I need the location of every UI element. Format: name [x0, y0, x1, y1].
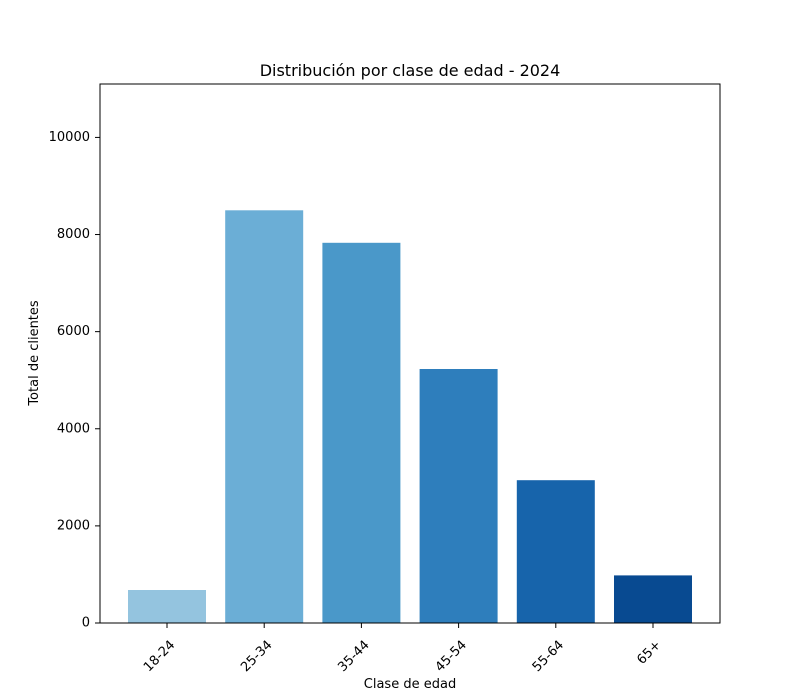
y-axis: 0 2000 4000 6000 8000 10000 [49, 130, 100, 631]
plot-frame [99, 83, 721, 624]
bar-25-34 [225, 210, 304, 624]
bar-18-24 [128, 590, 206, 623]
y-tick-label: 6000 [57, 324, 90, 339]
y-tick-label: 0 [82, 616, 90, 631]
y-tick-label: 4000 [57, 421, 90, 436]
y-tick-label: 8000 [57, 227, 90, 242]
bars-group [128, 210, 692, 624]
x-tick-label: 35-44 [335, 638, 372, 675]
bar-45-54 [419, 369, 498, 623]
bar-35-44 [322, 242, 401, 624]
y-tick-label: 2000 [57, 518, 90, 533]
x-axis: 18-24 25-34 35-44 45-54 55-64 65+ [141, 623, 664, 675]
x-tick-label: 18-24 [141, 638, 178, 675]
bar-55-64 [516, 480, 595, 623]
chart-title: Distribución por clase de edad - 2024 [260, 61, 561, 80]
y-tick-label: 10000 [49, 130, 90, 145]
x-axis-label: Clase de edad [364, 677, 456, 692]
bar-65+ [614, 575, 692, 623]
x-tick-label: 45-54 [433, 638, 470, 675]
x-tick-label: 25-34 [238, 638, 275, 675]
x-tick-label: 65+ [634, 638, 664, 668]
x-tick-label: 55-64 [530, 638, 567, 675]
y-axis-label: Total de clientes [27, 300, 42, 407]
